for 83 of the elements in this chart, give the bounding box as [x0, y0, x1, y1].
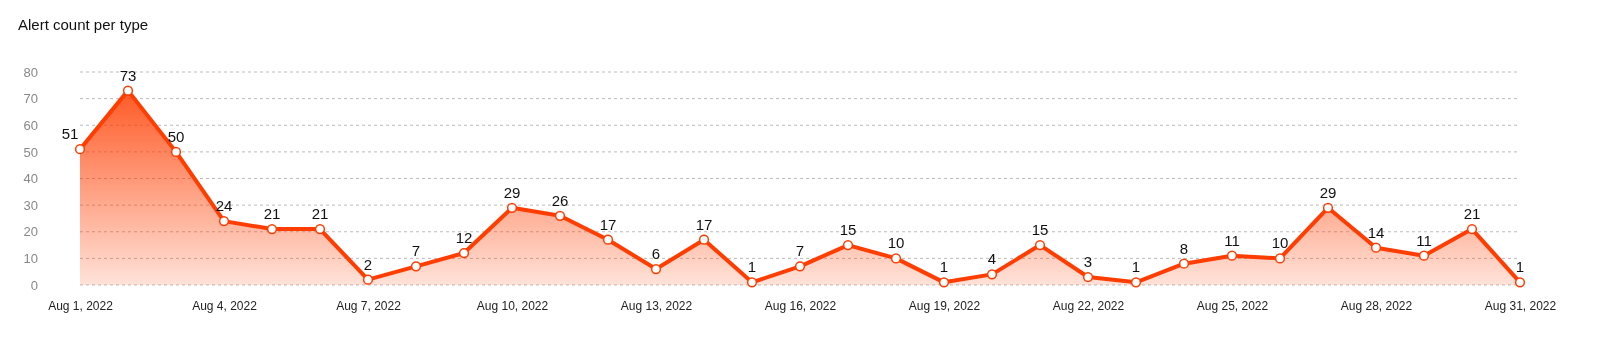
y-tick-label: 0	[30, 277, 38, 293]
y-tick-label: 30	[23, 197, 38, 213]
y-tick-label: 60	[23, 117, 38, 133]
x-tick-label: Aug 1, 2022	[48, 298, 114, 313]
x-tick-label: Aug 4, 2022	[192, 298, 258, 313]
data-label: 73	[119, 66, 137, 84]
data-label: 14	[1367, 223, 1385, 241]
point	[554, 210, 566, 221]
point	[506, 202, 518, 213]
point	[1418, 250, 1430, 261]
point	[1322, 202, 1334, 213]
y-tick-label: 20	[23, 224, 38, 240]
point	[122, 85, 134, 96]
data-label: 51	[61, 125, 79, 143]
data-label: 21	[1463, 205, 1481, 223]
point	[986, 269, 998, 280]
data-label: 11	[1224, 231, 1240, 249]
point	[1082, 271, 1094, 283]
y-tick-label: 70	[23, 91, 38, 107]
data-label: 1	[1515, 258, 1525, 276]
data-label: 10	[887, 234, 905, 252]
point	[1514, 277, 1526, 288]
x-tick-label: Aug 28, 2022	[1340, 298, 1413, 313]
data-label: 15	[839, 221, 857, 239]
data-label: 1	[939, 258, 949, 276]
point	[1274, 253, 1286, 264]
point	[74, 144, 86, 155]
data-label: 17	[695, 215, 713, 233]
x-tick-label: Aug 25, 2022	[1196, 298, 1269, 313]
data-label: 7	[795, 242, 805, 260]
data-label: 15	[1031, 221, 1049, 239]
x-tick-label: Aug 19, 2022	[908, 298, 981, 313]
chart-title: Alert count per type	[18, 16, 149, 33]
point	[170, 146, 182, 157]
point	[218, 215, 230, 227]
point	[362, 274, 374, 285]
x-tick-label: Aug 16, 2022	[764, 298, 837, 313]
point	[938, 277, 950, 288]
data-label: 29	[1319, 183, 1337, 201]
data-label: 10	[1271, 234, 1289, 252]
point	[458, 247, 470, 259]
data-label: 17	[599, 215, 617, 233]
point	[650, 263, 662, 275]
x-tick-label: Aug 7, 2022	[336, 298, 402, 313]
data-label: 21	[263, 205, 281, 223]
y-tick-label: 10	[23, 251, 38, 267]
data-label: 3	[1083, 253, 1093, 271]
point	[746, 277, 758, 288]
point	[314, 223, 326, 235]
point	[1370, 242, 1382, 253]
x-tick-label: Aug 10, 2022	[476, 298, 549, 313]
point	[1466, 223, 1478, 235]
y-tick-label: 40	[23, 171, 38, 187]
x-tick-label: Aug 13, 2022	[620, 298, 693, 313]
data-label: 24	[215, 197, 233, 215]
x-tick-label: Aug 31, 2022	[1484, 298, 1557, 313]
data-label: 26	[551, 191, 569, 209]
y-tick-label: 80	[23, 64, 38, 80]
data-label: 21	[311, 205, 329, 223]
y-tick-label: 50	[23, 144, 38, 160]
data-label: 6	[651, 245, 661, 263]
point	[602, 234, 614, 245]
point	[890, 253, 902, 264]
data-label: 4	[987, 250, 997, 268]
point	[266, 223, 278, 235]
point	[1178, 258, 1190, 269]
point	[410, 261, 422, 272]
point	[1130, 277, 1142, 288]
x-tick-label: Aug 22, 2022	[1052, 298, 1125, 313]
point	[1226, 250, 1238, 261]
point	[794, 261, 806, 272]
data-label: 50	[167, 127, 185, 145]
data-label: 1	[747, 258, 757, 276]
data-label: 7	[411, 242, 421, 260]
data-label: 11	[1416, 231, 1432, 249]
data-label: 8	[1179, 239, 1189, 257]
data-label: 1	[1131, 258, 1141, 276]
data-label: 2	[363, 255, 373, 273]
point	[1034, 239, 1046, 251]
point	[842, 239, 854, 251]
point	[698, 234, 710, 245]
data-label: 12	[455, 229, 473, 247]
data-label: 29	[503, 183, 521, 201]
